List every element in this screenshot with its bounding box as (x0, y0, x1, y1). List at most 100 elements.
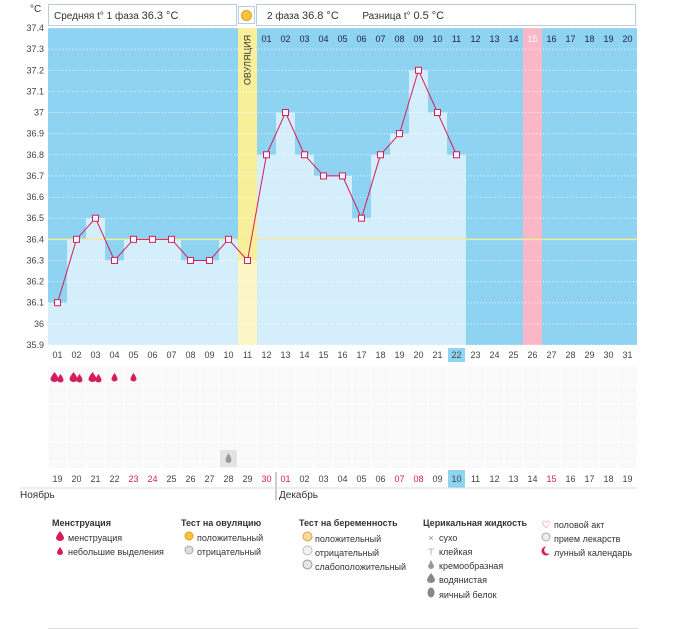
current-date-highlight (448, 470, 465, 488)
legend-cervical: Церикальная жидкость × сухо ⊤ клейкая крем… (423, 518, 527, 601)
calendar-date-label: 01 (280, 474, 290, 484)
cycle-day-label: 28 (565, 350, 575, 360)
calendar-date-label: 19 (52, 474, 62, 484)
pregnancy-positive-icon (299, 531, 315, 546)
cycle-day-label: 27 (546, 350, 556, 360)
calendar-date-label: 30 (261, 474, 271, 484)
top-day-label: 13 (489, 34, 499, 44)
temp-bar (86, 218, 105, 345)
temp-bar (428, 112, 447, 346)
temperature-point (263, 151, 270, 159)
phase2-value: 36.8 °C (301, 10, 339, 22)
cycle-day-label: 06 (147, 350, 157, 360)
legend-cervical-item: яичный белок (439, 590, 497, 600)
menstruation-drop-icon (50, 372, 59, 382)
heart-icon: ♡ (541, 520, 551, 531)
legend-other-item: прием лекарств (554, 534, 621, 544)
top-day-label: 19 (603, 34, 613, 44)
current-day-highlight (448, 348, 465, 362)
calendar-date-label: 26 (185, 474, 195, 484)
legend-cervical-item: кремообразная (439, 561, 504, 571)
calendar-date-label: 12 (489, 474, 499, 484)
top-day-label: 10 (432, 34, 442, 44)
legend-pregnancy-test-item: слабоположительный (315, 562, 407, 572)
top-day-label: 03 (299, 34, 309, 44)
menstruation-drop-icon (88, 372, 97, 382)
cycle-day-label: 20 (413, 350, 423, 360)
sticky-icon: ⊤ (427, 547, 435, 557)
calendar-date-label: 29 (242, 474, 252, 484)
cycle-day-label: 18 (375, 350, 385, 360)
calendar-date-label: 20 (71, 474, 81, 484)
top-day-label: 02 (280, 34, 290, 44)
cycle-day-label: 30 (603, 350, 613, 360)
cycle-day-label: 08 (185, 350, 195, 360)
calendar-date-label: 05 (356, 474, 366, 484)
legend-other-item: лунный календарь (554, 548, 633, 558)
calendar-date-label: 27 (204, 474, 214, 484)
menstruation-drop-icon (95, 374, 102, 383)
menstruation-drop-icon (69, 372, 78, 382)
bbt-chart: ОВУЛЯЦИЯ °C 37.4 37.3 37.2 37.1 37 36.9 36.8 36.7… (20, 4, 638, 501)
temperature-line (57, 68, 457, 303)
calendar-date-label: 17 (584, 474, 594, 484)
phase1-label: Средняя t° 1 фаза (54, 11, 139, 22)
spotting-drop-icon (130, 373, 137, 382)
legend-cervical-item: сухо (439, 533, 458, 543)
cycle-day-label: 02 (71, 350, 81, 360)
temperature-point (149, 235, 156, 243)
phase1-value: 36.3 °C (141, 10, 179, 22)
cycle-day-label: 04 (109, 350, 119, 360)
top-day-label: 06 (356, 34, 366, 44)
top-day-label: 20 (622, 34, 632, 44)
temperature-point (358, 214, 365, 222)
top-day-label: 17 (565, 34, 575, 44)
cycle-day-label: 03 (90, 350, 100, 360)
header: Средняя t° 1 фаза 36.3 °C 2 фаза 36.8 °C… (48, 4, 636, 28)
legend-other-item: половой акт (554, 520, 605, 530)
cycle-day-label: 19 (394, 350, 404, 360)
cycle-day-label: 26 (527, 350, 537, 360)
calendar-date-label: 15 (546, 474, 556, 484)
top-day-label: 05 (337, 34, 347, 44)
calendar-date-label: 09 (432, 474, 442, 484)
spotting-drop-icon (111, 373, 118, 382)
diff-label: Разница t° (362, 11, 411, 22)
creamy-icon (423, 559, 439, 573)
highlight-column (523, 28, 542, 345)
calendar-date-label: 11 (471, 474, 480, 484)
calendar-date-label: 02 (299, 474, 309, 484)
calendar-date-label: 16 (565, 474, 575, 484)
calendar-date-label: 24 (147, 474, 157, 484)
y-tick-label: 36.6 (26, 192, 44, 202)
cycle-day-label: 23 (470, 350, 480, 360)
legend-pregnancy-test-title: Тест на беременность (299, 518, 398, 528)
y-tick-label: 37.3 (26, 44, 44, 54)
legend-ovulation-test: Тест на овуляцию положительный отрицател… (181, 518, 263, 559)
temp-bar (276, 112, 295, 346)
drop-big-icon (52, 531, 68, 545)
sun-positive-icon (181, 531, 197, 545)
temperature-point (339, 172, 346, 180)
temp-bar (371, 154, 390, 345)
top-day-label: 04 (318, 34, 328, 44)
temperature-point (434, 109, 441, 117)
temperature-point (168, 235, 175, 243)
cycle-day-label: 13 (280, 350, 290, 360)
temperature-point (282, 109, 289, 117)
cycle-day-label: 15 (318, 350, 328, 360)
pregnancy-weak-icon (299, 559, 315, 574)
phase2-label: 2 фаза (267, 11, 300, 22)
cycle-day-label: 31 (622, 350, 632, 360)
top-day-label: 14 (508, 34, 518, 44)
calendar-date-label: 23 (128, 474, 138, 484)
calendar-date-label: 18 (603, 474, 613, 484)
legend-pregnancy-test-item: положительный (315, 534, 382, 544)
cycle-day-label: 01 (52, 350, 62, 360)
cycle-day-label: 07 (166, 350, 176, 360)
temperature-point (206, 256, 213, 264)
cycle-day-label: 21 (432, 350, 442, 360)
y-tick-label: 37.2 (26, 65, 44, 75)
moon-icon (538, 546, 554, 560)
temp-bar (162, 239, 181, 345)
